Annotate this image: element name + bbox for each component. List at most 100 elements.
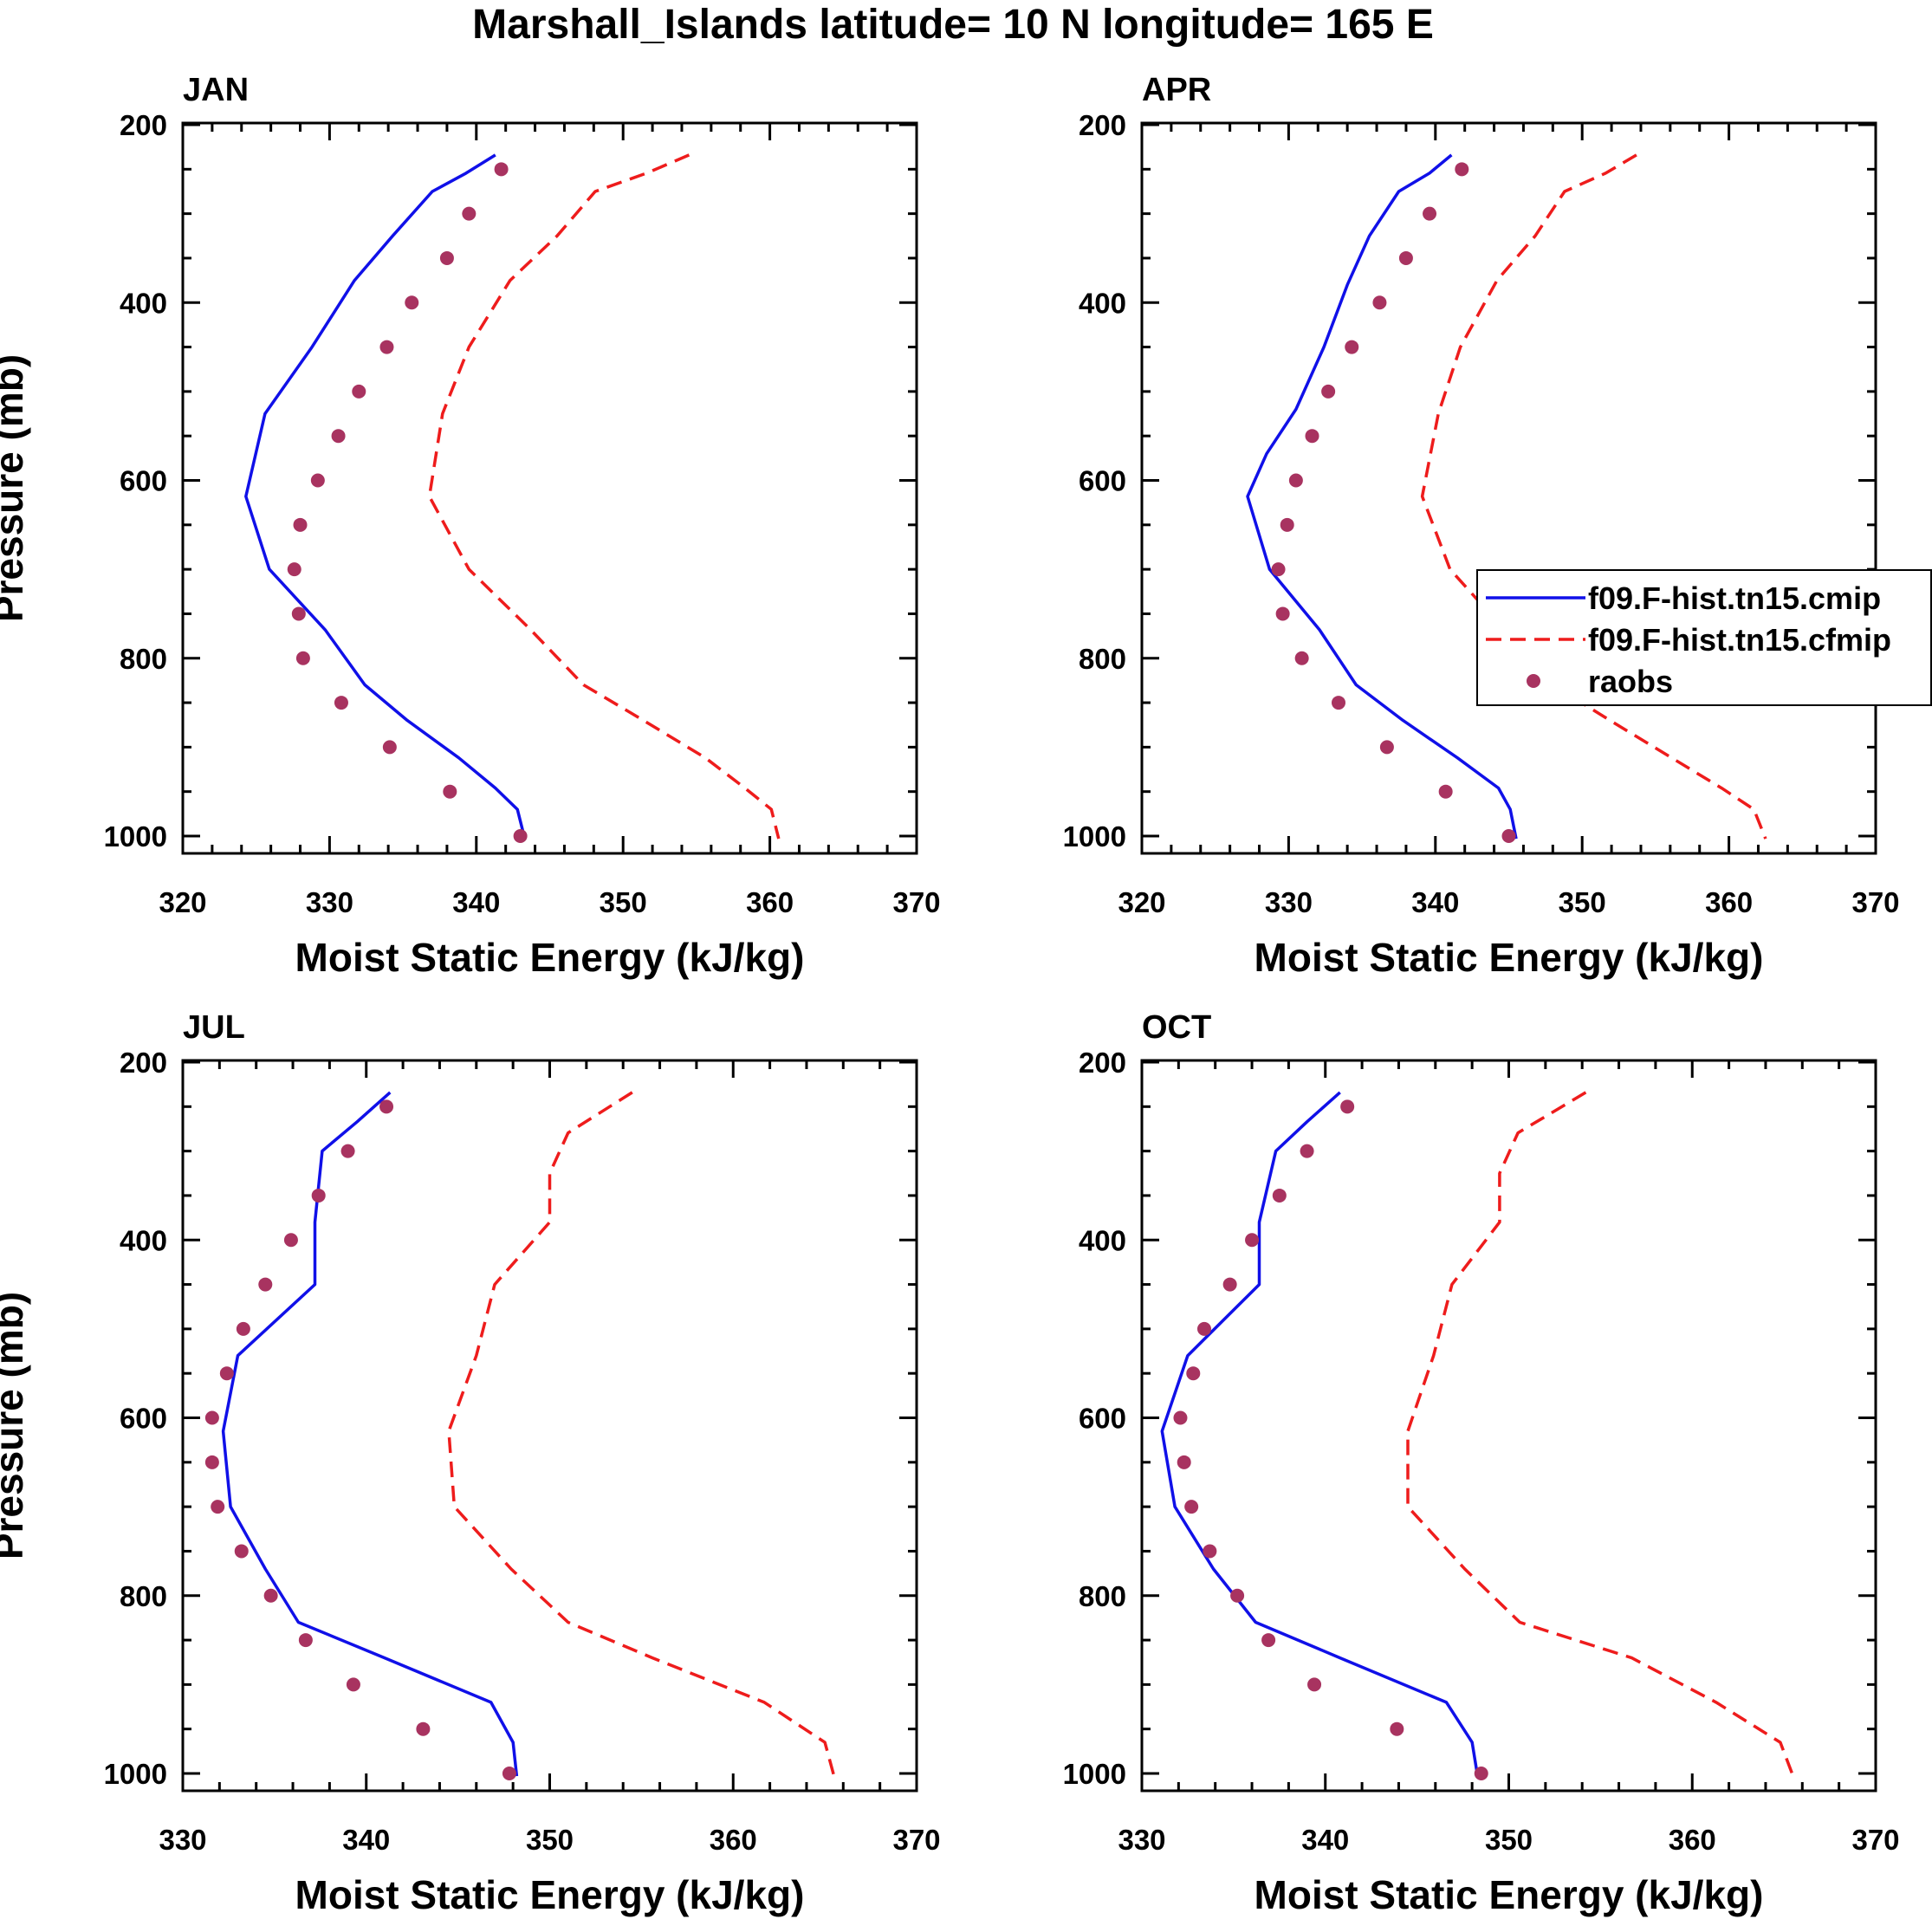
- raobs-point: [291, 606, 306, 621]
- y-tick-label: 400: [120, 1224, 167, 1256]
- y-tick-label: 400: [120, 287, 167, 319]
- raobs-point: [287, 562, 301, 577]
- raobs-point: [295, 651, 310, 665]
- y-tick-label: 200: [1079, 109, 1126, 141]
- y-tick-label: 400: [1079, 1224, 1126, 1256]
- panels: JAN 320 330 340 350 360 370 200 400 600 800 1000 Moi…: [0, 72, 1900, 1917]
- raobs-point: [1300, 1144, 1314, 1158]
- figure-title: Marshall_Islands latitude= 10 N longitud…: [472, 2, 1434, 48]
- legend-box: [1476, 569, 1932, 706]
- raobs-point: [1340, 1099, 1355, 1114]
- y-tick-label: 600: [1079, 1403, 1126, 1435]
- x-tick-label: 330: [1265, 886, 1313, 918]
- raobs-point: [1423, 206, 1437, 221]
- x-tick-label: 360: [1705, 886, 1753, 918]
- y-axis-label: Pressure (mb): [0, 1292, 31, 1559]
- raobs-point: [1222, 1277, 1237, 1292]
- raobs-point: [1288, 473, 1303, 488]
- cmip-line: [244, 153, 527, 840]
- raobs-point: [1321, 384, 1336, 399]
- raobs-point: [1501, 829, 1516, 843]
- x-tick-label: 330: [159, 1824, 206, 1856]
- raobs-point: [1438, 784, 1453, 799]
- raobs-point: [1372, 295, 1387, 310]
- raobs-point: [379, 340, 394, 354]
- panel-title: APR: [1142, 72, 1211, 108]
- raobs-point: [311, 1188, 326, 1203]
- raobs-point: [293, 517, 308, 532]
- y-tick-label: 1000: [1063, 820, 1126, 853]
- x-tick-label: 370: [892, 886, 940, 918]
- y-tick-label: 600: [120, 1403, 167, 1435]
- x-tick-label: 370: [892, 1824, 940, 1856]
- raobs-point: [1186, 1366, 1201, 1381]
- x-tick-label: 340: [1411, 886, 1459, 918]
- y-tick-label: 1000: [1063, 1758, 1126, 1790]
- cmip-line: [221, 1091, 519, 1777]
- panel-apr: APR 320 330 340 350 360 370 200 400 600 800 1000 Moi…: [1063, 72, 1900, 980]
- raobs-point: [234, 1544, 249, 1559]
- raobs-point: [1184, 1500, 1199, 1514]
- y-tick-label: 800: [120, 643, 167, 675]
- x-tick-label: 350: [526, 1824, 574, 1856]
- x-axis-label: Moist Static Energy (kJ/kg): [1255, 935, 1764, 980]
- raobs-point: [258, 1277, 273, 1292]
- raobs-point: [439, 250, 454, 265]
- plot-frame: [181, 121, 918, 855]
- raobs-point: [334, 696, 348, 710]
- raobs-point: [211, 1500, 225, 1514]
- y-tick-label: 800: [120, 1580, 167, 1612]
- x-tick-label: 340: [452, 886, 500, 918]
- raobs-point: [405, 295, 419, 310]
- raobs-point: [1275, 606, 1290, 621]
- raobs-point: [416, 1721, 431, 1736]
- x-tick-label: 360: [746, 886, 794, 918]
- raobs-point: [1294, 651, 1309, 665]
- x-tick-label: 360: [1669, 1824, 1716, 1856]
- x-tick-label: 330: [306, 886, 353, 918]
- plot-frame: [1140, 121, 1877, 855]
- raobs-point: [1379, 740, 1394, 755]
- raobs-point: [1261, 1633, 1276, 1648]
- y-tick-label: 200: [1079, 1047, 1126, 1079]
- x-tick-label: 350: [600, 886, 647, 918]
- panel-oct: OCT 330 340 350 360 370 200 400 600 800 1000 Moist …: [1063, 1009, 1900, 1917]
- series-group: [1246, 153, 1767, 843]
- raobs-point: [1331, 696, 1345, 710]
- cfmip-line: [1406, 1091, 1795, 1777]
- x-axis-label: Moist Static Energy (kJ/kg): [1255, 1872, 1764, 1917]
- raobs-point: [1305, 429, 1319, 444]
- raobs-point: [340, 1144, 355, 1158]
- legend-label: raobs: [1588, 664, 1673, 699]
- x-tick-label: 360: [710, 1824, 757, 1856]
- x-tick-label: 340: [342, 1824, 390, 1856]
- panel-jan: JAN 320 330 340 350 360 370 200 400 600 800 1000 Moi…: [0, 72, 941, 980]
- y-tick-label: 1000: [104, 820, 167, 853]
- y-tick-label: 200: [120, 1047, 167, 1079]
- y-tick-label: 400: [1079, 287, 1126, 319]
- x-tick-label: 350: [1485, 1824, 1533, 1856]
- legend: f09.F-hist.tn15.cmip f09.F-hist.tn15.cfmi…: [1476, 569, 1932, 706]
- panel-title: OCT: [1142, 1009, 1211, 1046]
- x-tick-label: 370: [1851, 1824, 1899, 1856]
- legend-label: f09.F-hist.tn15.cfmip: [1588, 622, 1891, 658]
- plot-frame: [1140, 1059, 1877, 1793]
- panel-jul: JUL 330 340 350 360 370 200 400 600 800 1000 Moist …: [0, 1009, 941, 1917]
- raobs-point: [382, 740, 397, 755]
- x-tick-label: 320: [159, 886, 206, 918]
- y-tick-label: 600: [1079, 465, 1126, 497]
- y-axis-label: Pressure (mb): [0, 354, 31, 622]
- raobs-point: [462, 206, 477, 221]
- series-group: [1160, 1091, 1795, 1780]
- raobs-point: [1196, 1321, 1211, 1336]
- x-axis-label: Moist Static Energy (kJ/kg): [295, 935, 805, 980]
- raobs-point: [1345, 340, 1359, 354]
- raobs-point: [379, 1099, 394, 1114]
- raobs-point: [346, 1677, 360, 1692]
- x-tick-label: 320: [1118, 886, 1165, 918]
- raobs-point: [219, 1366, 234, 1381]
- panel-title: JAN: [183, 72, 249, 108]
- cfmip-line: [447, 1091, 836, 1777]
- legend-marker: [1527, 674, 1540, 688]
- raobs-point: [494, 162, 509, 177]
